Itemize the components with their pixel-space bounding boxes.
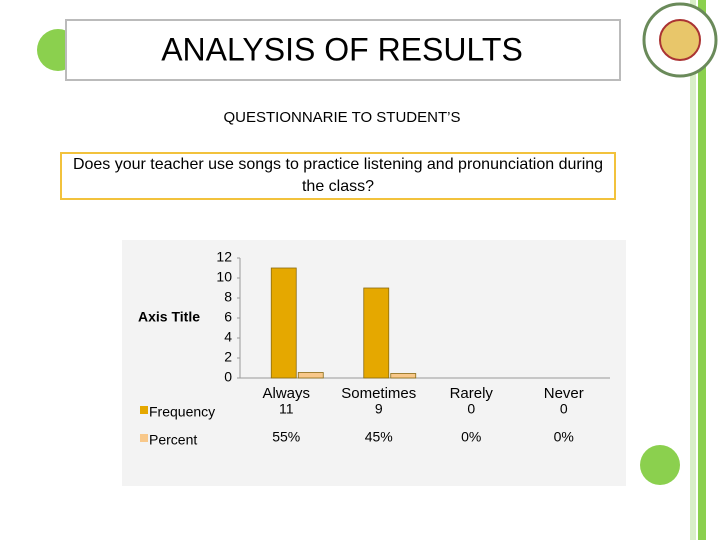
y-axis-title: Axis Title [138,309,200,325]
y-tick-label: 10 [216,269,232,285]
data-table-value: 0% [461,429,481,445]
data-table-value: 45% [365,429,393,445]
y-tick-label: 2 [224,349,232,365]
legend-swatch [140,434,148,442]
data-table-value: 0 [560,401,568,417]
category-label: Always [262,385,310,402]
data-table-value: 9 [375,401,383,417]
y-tick-label: 6 [224,309,232,325]
category-label: Never [544,385,584,402]
data-table-value: 0 [467,401,475,417]
legend-label: Percent [149,432,197,448]
bar [297,372,324,379]
data-table-value: 55% [272,429,300,445]
data-table-value: 0% [554,429,574,445]
y-tick-label: 8 [224,289,232,305]
category-label: Sometimes [341,385,416,402]
logo [659,19,701,61]
bar [363,287,390,379]
legend-label: Frequency [149,404,215,420]
y-tick-label: 0 [224,369,232,385]
y-tick-label: 4 [224,329,232,345]
title-box [65,19,621,81]
legend-swatch [140,406,148,414]
bar [270,267,297,379]
decor-circle [640,445,680,485]
data-table-value: 11 [279,401,294,417]
question: Does your teacher use songs to practice … [60,152,616,200]
bar [390,373,417,379]
slide-title: ANALYSIS OF RESULTS [161,31,523,67]
y-tick-label: 12 [216,249,232,265]
decor-bar [698,0,706,540]
slide-subtitle: QUESTIONNARIE TO STUDENT’S [224,109,461,126]
decor-bar [690,0,696,540]
category-label: Rarely [450,385,494,402]
